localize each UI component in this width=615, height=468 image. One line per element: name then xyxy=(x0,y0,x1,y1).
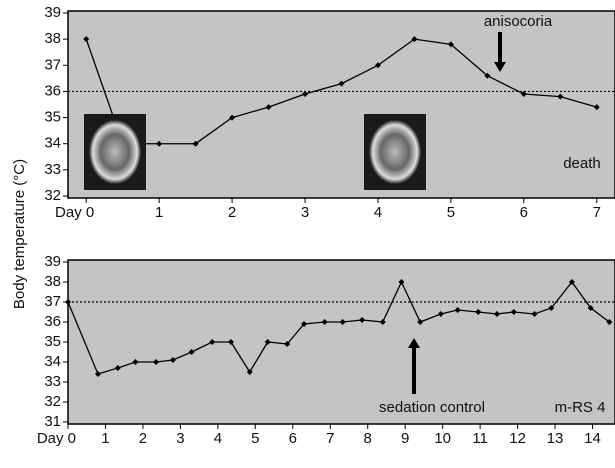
data-point xyxy=(65,299,71,305)
data-point xyxy=(510,309,517,315)
x-tick-label: 7 xyxy=(326,430,334,447)
annotation: sedation control xyxy=(379,399,485,416)
annotation-arrowhead xyxy=(494,62,506,72)
data-point xyxy=(379,319,386,325)
data-point xyxy=(94,371,101,377)
data-point xyxy=(493,311,500,317)
x-tick-label: Day 0 xyxy=(37,430,76,447)
data-point xyxy=(411,36,418,43)
annotation: m-RS 4 xyxy=(555,399,606,416)
data-point xyxy=(114,365,121,371)
y-tick-label: 37 xyxy=(44,56,61,73)
annotation: death xyxy=(563,155,601,172)
ct-images xyxy=(84,114,426,190)
data-point xyxy=(484,72,491,79)
data-point xyxy=(593,104,600,111)
x-tick-label: 3 xyxy=(301,204,309,221)
y-tick-label: 39 xyxy=(44,4,61,21)
data-point xyxy=(417,319,424,325)
data-point xyxy=(548,305,555,311)
y-tick-label: 38 xyxy=(44,30,61,47)
data-point xyxy=(398,279,405,285)
x-tick-label: Day 0 xyxy=(55,204,94,221)
x-tick-label: 13 xyxy=(547,430,564,447)
y-tick-label: 34 xyxy=(44,353,61,370)
x-tick-label: 10 xyxy=(434,430,451,447)
data-point xyxy=(192,140,199,147)
data-point xyxy=(302,91,309,98)
ct-image xyxy=(369,120,421,184)
y-tick-label: 36 xyxy=(44,313,61,330)
data-point xyxy=(437,311,444,317)
data-point xyxy=(568,279,575,285)
y-tick-label: 32 xyxy=(44,187,61,204)
y-tick-label: 31 xyxy=(44,413,61,430)
x-tick-label: 12 xyxy=(509,430,526,447)
data-point xyxy=(246,369,253,375)
data-point xyxy=(169,357,176,363)
x-tick-label: 7 xyxy=(593,204,601,221)
data-point xyxy=(447,41,454,48)
data-point xyxy=(557,93,564,100)
y-tick-label: 35 xyxy=(44,109,61,126)
y-tick-label: 32 xyxy=(44,393,61,410)
y-tick-label: 37 xyxy=(44,293,61,310)
x-tick-label: 9 xyxy=(401,430,409,447)
data-point xyxy=(265,104,272,111)
data-point xyxy=(374,62,381,69)
x-tick-label: 6 xyxy=(289,430,297,447)
x-tick-label: 4 xyxy=(214,430,222,447)
y-tick-label: 38 xyxy=(44,273,61,290)
data-point xyxy=(339,319,346,325)
data-point xyxy=(264,339,271,345)
plot-area xyxy=(67,10,615,199)
data-point xyxy=(188,349,195,355)
data-point xyxy=(83,36,90,43)
data-point xyxy=(156,140,163,147)
data-point xyxy=(520,91,527,98)
x-tick-label: 5 xyxy=(447,204,455,221)
data-point xyxy=(606,319,613,325)
y-tick-label: 36 xyxy=(44,82,61,99)
y-axis-label: Body temperature (°C) xyxy=(11,159,28,309)
y-tick-label: 35 xyxy=(44,333,61,350)
x-tick-label: 1 xyxy=(155,204,163,221)
x-tick-label: 8 xyxy=(364,430,372,447)
y-tick-label: 39 xyxy=(44,253,61,270)
data-point xyxy=(229,114,236,121)
y-tick-label: 33 xyxy=(44,373,61,390)
panels xyxy=(67,10,615,425)
x-tick-label: 5 xyxy=(251,430,259,447)
data-point xyxy=(153,359,160,365)
data-point xyxy=(531,311,538,317)
data-point xyxy=(227,339,234,345)
data-point xyxy=(359,317,366,323)
annotation-arrowhead xyxy=(408,338,420,348)
x-tick-label: 11 xyxy=(472,430,488,447)
data-point xyxy=(454,307,461,313)
y-tick-label: 34 xyxy=(44,135,61,152)
y-tick-label: 33 xyxy=(44,161,61,178)
plot-area xyxy=(67,259,615,425)
data-point xyxy=(321,319,328,325)
data-point xyxy=(209,339,216,345)
x-tick-label: 6 xyxy=(520,204,528,221)
x-tick-label: 1 xyxy=(101,430,109,447)
data-point xyxy=(587,305,594,311)
x-tick-label: 14 xyxy=(584,430,601,447)
annotation: anisocoria xyxy=(484,13,553,30)
x-tick-label: 4 xyxy=(374,204,382,221)
data-point xyxy=(475,309,482,315)
x-tick-label: 3 xyxy=(176,430,184,447)
ct-image xyxy=(89,120,141,184)
data-point xyxy=(132,359,139,365)
x-tick-label: 2 xyxy=(228,204,236,221)
data-point xyxy=(338,80,345,87)
data-point xyxy=(284,341,291,347)
x-tick-label: 2 xyxy=(139,430,147,447)
data-point xyxy=(301,321,308,327)
